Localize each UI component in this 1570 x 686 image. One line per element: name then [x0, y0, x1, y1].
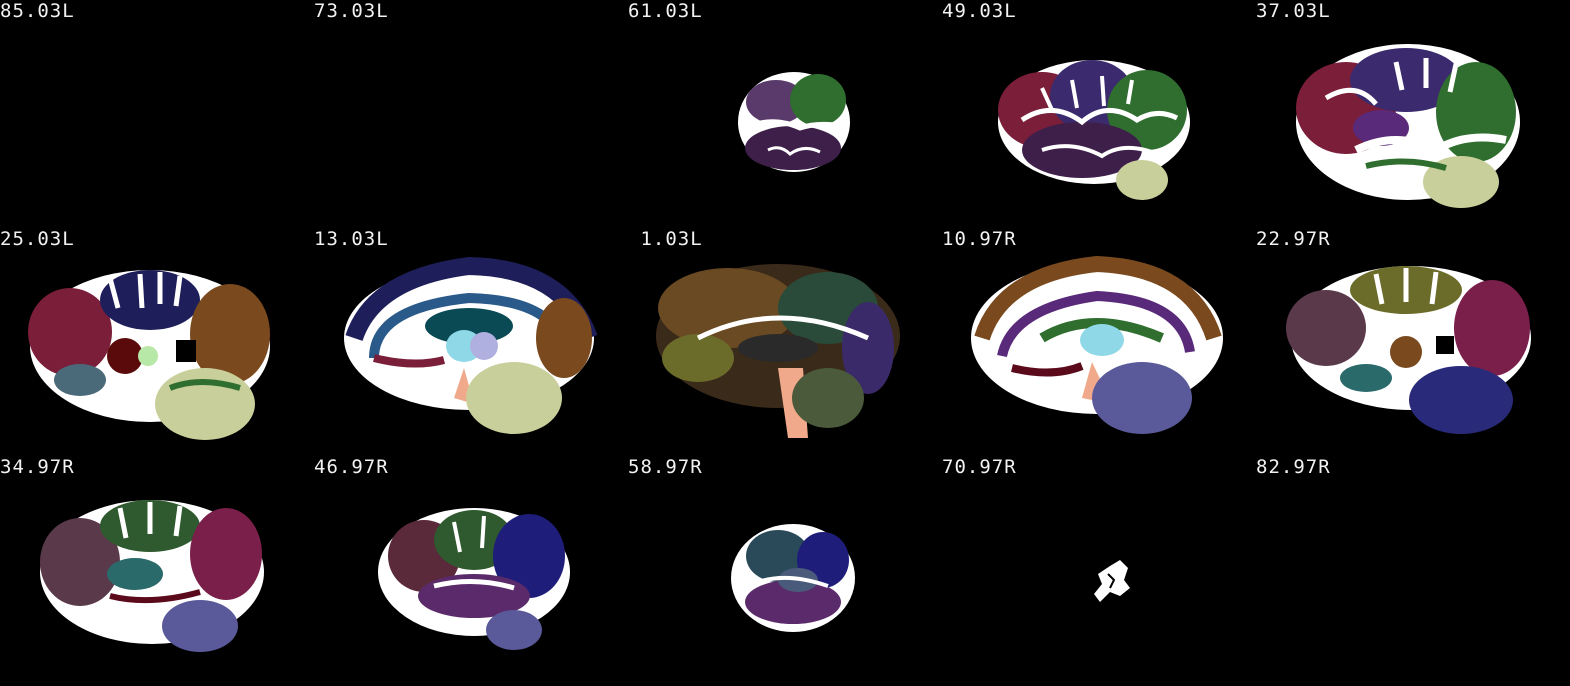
slice-panel: 58.97R	[628, 456, 942, 684]
slice-panel: 85.03L	[0, 0, 314, 228]
slice-panel: 37.03L	[1256, 0, 1570, 228]
slice-panel: 61.03L	[628, 0, 942, 228]
brain-slice-image	[344, 256, 598, 434]
brain-slice-image	[1296, 44, 1520, 208]
slice-panel: 1.03L	[628, 228, 942, 456]
slice-position-label: 58.97R	[628, 456, 703, 478]
brain-slice-image	[1286, 266, 1531, 434]
slice-panel: 25.03L	[0, 228, 314, 456]
slice-position-label: 10.97R	[942, 228, 1017, 250]
slice-position-label: 22.97R	[1256, 228, 1331, 250]
slice-position-label: 34.97R	[0, 456, 75, 478]
slice-position-label: 49.03L	[942, 0, 1017, 22]
slice-panel: 70.97R	[942, 456, 1256, 684]
brain-slice-image	[0, 0, 314, 228]
slice-position-label: 85.03L	[0, 0, 75, 22]
brain-slice-image	[738, 72, 850, 172]
brain-slice-image	[314, 0, 628, 228]
slice-position-label: 82.97R	[1256, 456, 1331, 478]
brain-slice-image	[971, 255, 1223, 434]
slice-panel: 22.97R	[1256, 228, 1570, 456]
brain-slice-image	[1094, 560, 1130, 602]
slice-position-label: 37.03L	[1256, 0, 1331, 22]
brain-slice-image	[998, 60, 1190, 200]
slice-position-label: 61.03L	[628, 0, 703, 22]
brain-slice-image	[1256, 456, 1570, 684]
slice-panel: 13.03L	[314, 228, 628, 456]
brain-slice-image	[378, 508, 570, 650]
brain-slice-image	[28, 270, 270, 440]
slice-position-label: 73.03L	[314, 0, 389, 22]
slice-panel: 10.97R	[942, 228, 1256, 456]
brain-slice-image	[40, 500, 264, 652]
brain-slice-image	[731, 524, 855, 632]
slice-panel: 49.03L	[942, 0, 1256, 228]
slice-position-label: 70.97R	[942, 456, 1017, 478]
slice-position-label: 1.03L	[628, 228, 703, 250]
slice-panel: 82.97R	[1256, 456, 1570, 684]
slice-position-label: 13.03L	[314, 228, 389, 250]
slice-panel: 34.97R	[0, 456, 314, 684]
slice-panel: 46.97R	[314, 456, 628, 684]
slice-position-label: 46.97R	[314, 456, 389, 478]
slice-position-label: 25.03L	[0, 228, 75, 250]
slice-panel: 73.03L	[314, 0, 628, 228]
brain-slice-image	[656, 264, 900, 438]
